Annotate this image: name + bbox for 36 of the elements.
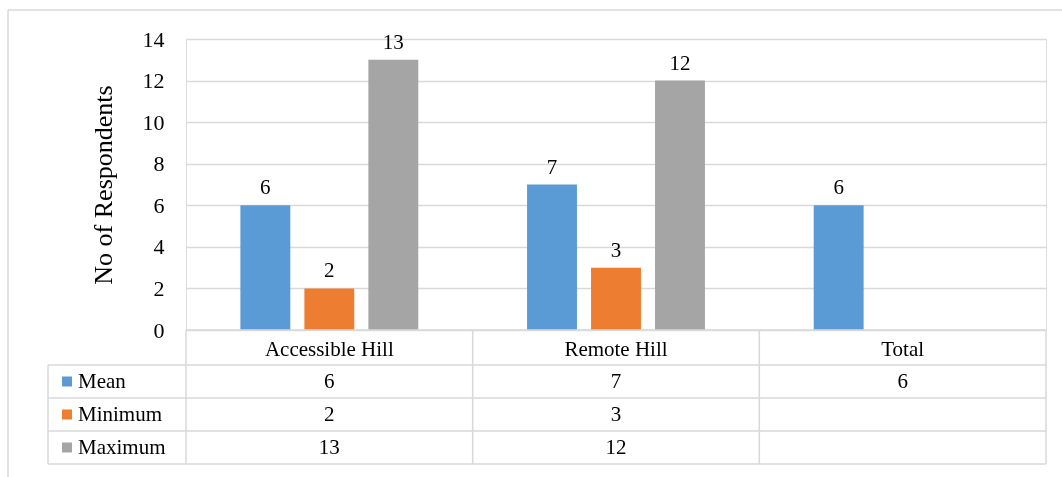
- annotation: 6: [260, 175, 271, 200]
- bar: [240, 205, 291, 330]
- data-label: 6: [324, 368, 335, 393]
- data-label: 13: [318, 434, 340, 459]
- annotation: 7: [546, 154, 558, 179]
- data-label: 12: [605, 434, 627, 459]
- y-tick-label: 0: [153, 317, 165, 343]
- bar: [527, 184, 577, 330]
- annotation: 12: [669, 50, 691, 75]
- y-tick-label: 6: [153, 192, 165, 218]
- bar: [813, 205, 864, 330]
- y-tick-label: 10: [142, 109, 165, 135]
- annotation: 2: [324, 258, 335, 283]
- legend-label: Maximum: [78, 434, 166, 459]
- x-tick-label: Accessible Hill: [264, 336, 394, 361]
- y-tick-label: 4: [153, 234, 165, 260]
- bar: [591, 267, 641, 330]
- data-label: 6: [897, 368, 908, 393]
- annotation: 3: [610, 237, 622, 262]
- x-tick-label: Total: [881, 336, 925, 361]
- y-tick-label: 14: [142, 26, 165, 52]
- data-label: 7: [610, 368, 622, 393]
- x-tick-label: Remote Hill: [564, 336, 668, 361]
- y-tick-label: 2: [153, 275, 165, 301]
- annotation: 6: [833, 175, 844, 200]
- y-tick-label: 8: [153, 151, 165, 177]
- legend-label: Minimum: [78, 401, 163, 426]
- bar: [655, 80, 705, 330]
- y-tick-label: 12: [142, 68, 165, 94]
- bar: [304, 288, 355, 330]
- legend-label: Mean: [78, 368, 127, 393]
- data-label: 3: [610, 401, 622, 426]
- data-label: 2: [324, 401, 335, 426]
- bar: [368, 59, 419, 330]
- y-axis-title: No of Respondents: [88, 85, 118, 285]
- annotation: 13: [382, 29, 404, 54]
